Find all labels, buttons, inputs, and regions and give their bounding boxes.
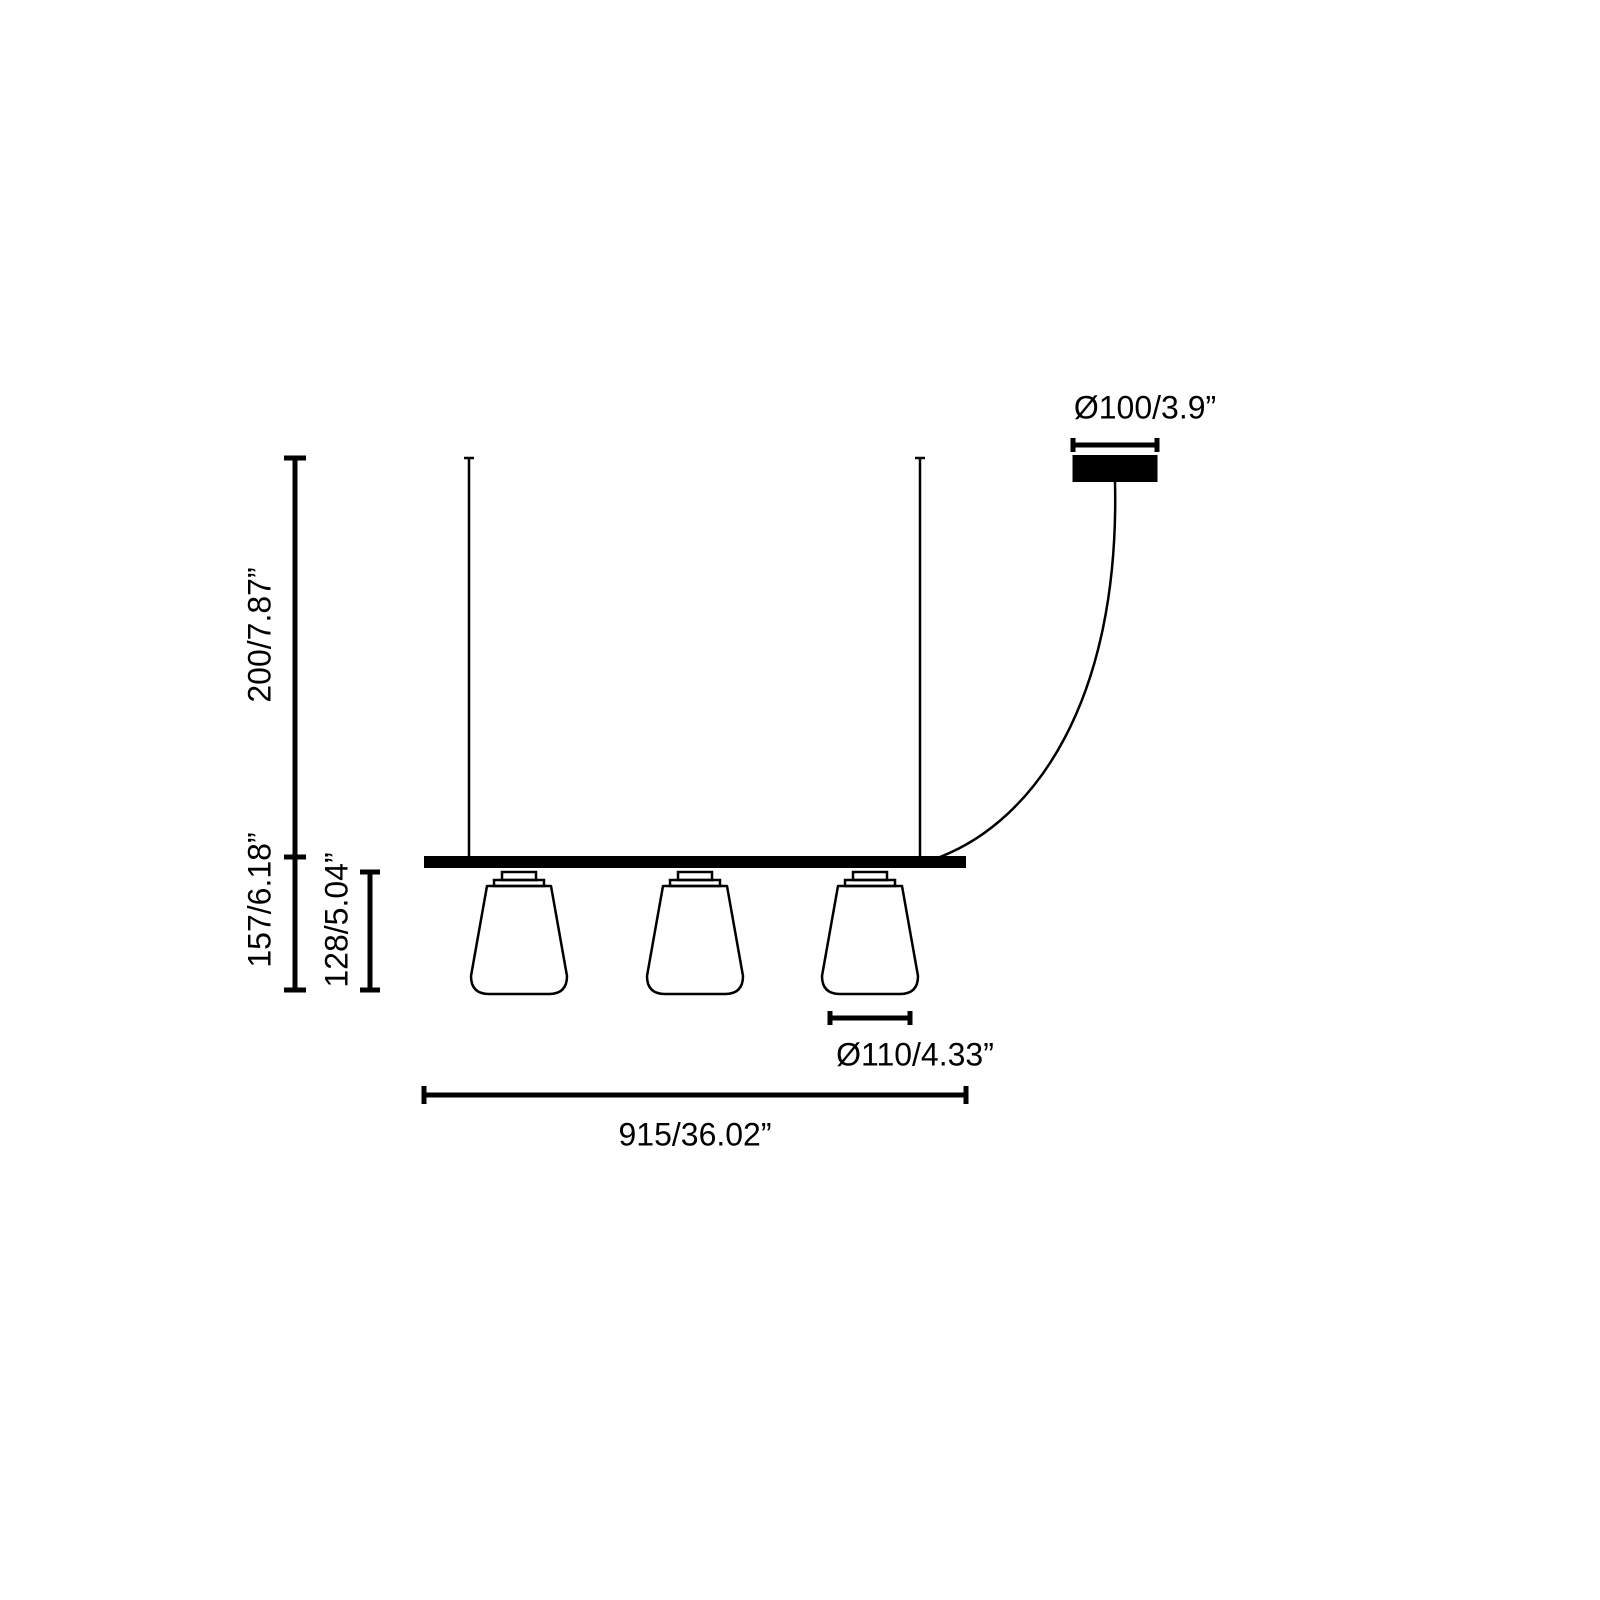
label-shade-height: 128/5.04” — [319, 852, 356, 987]
technical-drawing — [0, 0, 1600, 1600]
label-total-width: 915/36.02” — [618, 1117, 771, 1154]
label-canopy-diameter: Ø100/3.9” — [1074, 390, 1216, 427]
label-height-lower: 157/6.18” — [242, 832, 279, 967]
label-shade-diameter: Ø110/4.33” — [836, 1037, 994, 1074]
label-height-upper: 200/7.87” — [242, 567, 279, 702]
